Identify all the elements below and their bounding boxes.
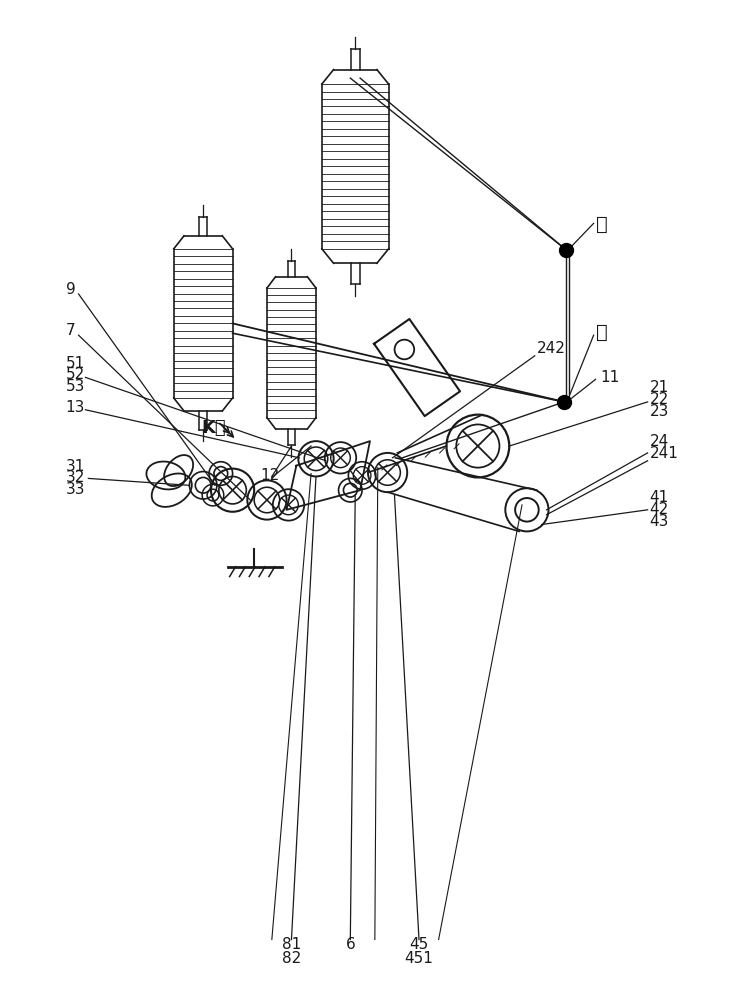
Text: 81: 81 <box>282 937 301 952</box>
Text: 乙: 乙 <box>595 324 607 342</box>
Text: 6: 6 <box>346 937 355 952</box>
Text: 45: 45 <box>410 937 429 952</box>
Text: 451: 451 <box>404 951 434 966</box>
Text: 24: 24 <box>650 434 669 449</box>
Text: 9: 9 <box>66 282 76 297</box>
Text: 42: 42 <box>650 502 669 517</box>
Text: 51: 51 <box>66 356 85 371</box>
Text: 31: 31 <box>66 459 85 474</box>
Text: 23: 23 <box>650 404 669 419</box>
Text: 13: 13 <box>66 400 85 415</box>
Text: 21: 21 <box>650 380 669 395</box>
Text: 82: 82 <box>282 951 301 966</box>
Text: 32: 32 <box>66 470 85 485</box>
Text: 11: 11 <box>600 370 619 385</box>
Text: 甲: 甲 <box>595 216 607 234</box>
Text: 7: 7 <box>66 323 76 338</box>
Text: 52: 52 <box>66 367 85 382</box>
Text: 43: 43 <box>650 514 669 529</box>
Text: 53: 53 <box>66 379 85 394</box>
Text: K向: K向 <box>201 419 226 437</box>
Text: 241: 241 <box>650 446 678 461</box>
Text: 33: 33 <box>66 482 85 497</box>
Text: 22: 22 <box>650 392 669 407</box>
Text: 12: 12 <box>260 468 280 483</box>
Text: 242: 242 <box>537 341 566 356</box>
Text: 41: 41 <box>650 490 669 505</box>
